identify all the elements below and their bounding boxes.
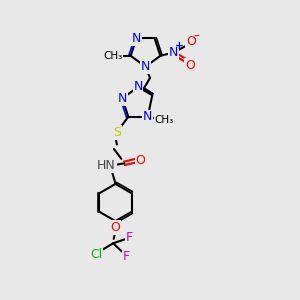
Text: N: N bbox=[133, 80, 143, 94]
Text: F: F bbox=[122, 250, 130, 263]
Text: O: O bbox=[185, 59, 195, 72]
Text: N: N bbox=[141, 60, 150, 73]
Text: HN: HN bbox=[97, 159, 116, 172]
Text: CH₃: CH₃ bbox=[154, 116, 174, 125]
Text: N: N bbox=[132, 32, 141, 45]
Text: S: S bbox=[113, 126, 121, 139]
Text: N: N bbox=[143, 110, 152, 123]
Text: O: O bbox=[186, 35, 196, 48]
Text: O: O bbox=[136, 154, 146, 167]
Text: CH₃: CH₃ bbox=[103, 51, 122, 61]
Text: Cl: Cl bbox=[90, 248, 102, 261]
Text: F: F bbox=[125, 231, 133, 244]
Text: N: N bbox=[169, 46, 178, 59]
Text: +: + bbox=[175, 41, 183, 51]
Text: –: – bbox=[193, 29, 199, 42]
Text: O: O bbox=[111, 221, 120, 234]
Text: N: N bbox=[118, 92, 127, 105]
